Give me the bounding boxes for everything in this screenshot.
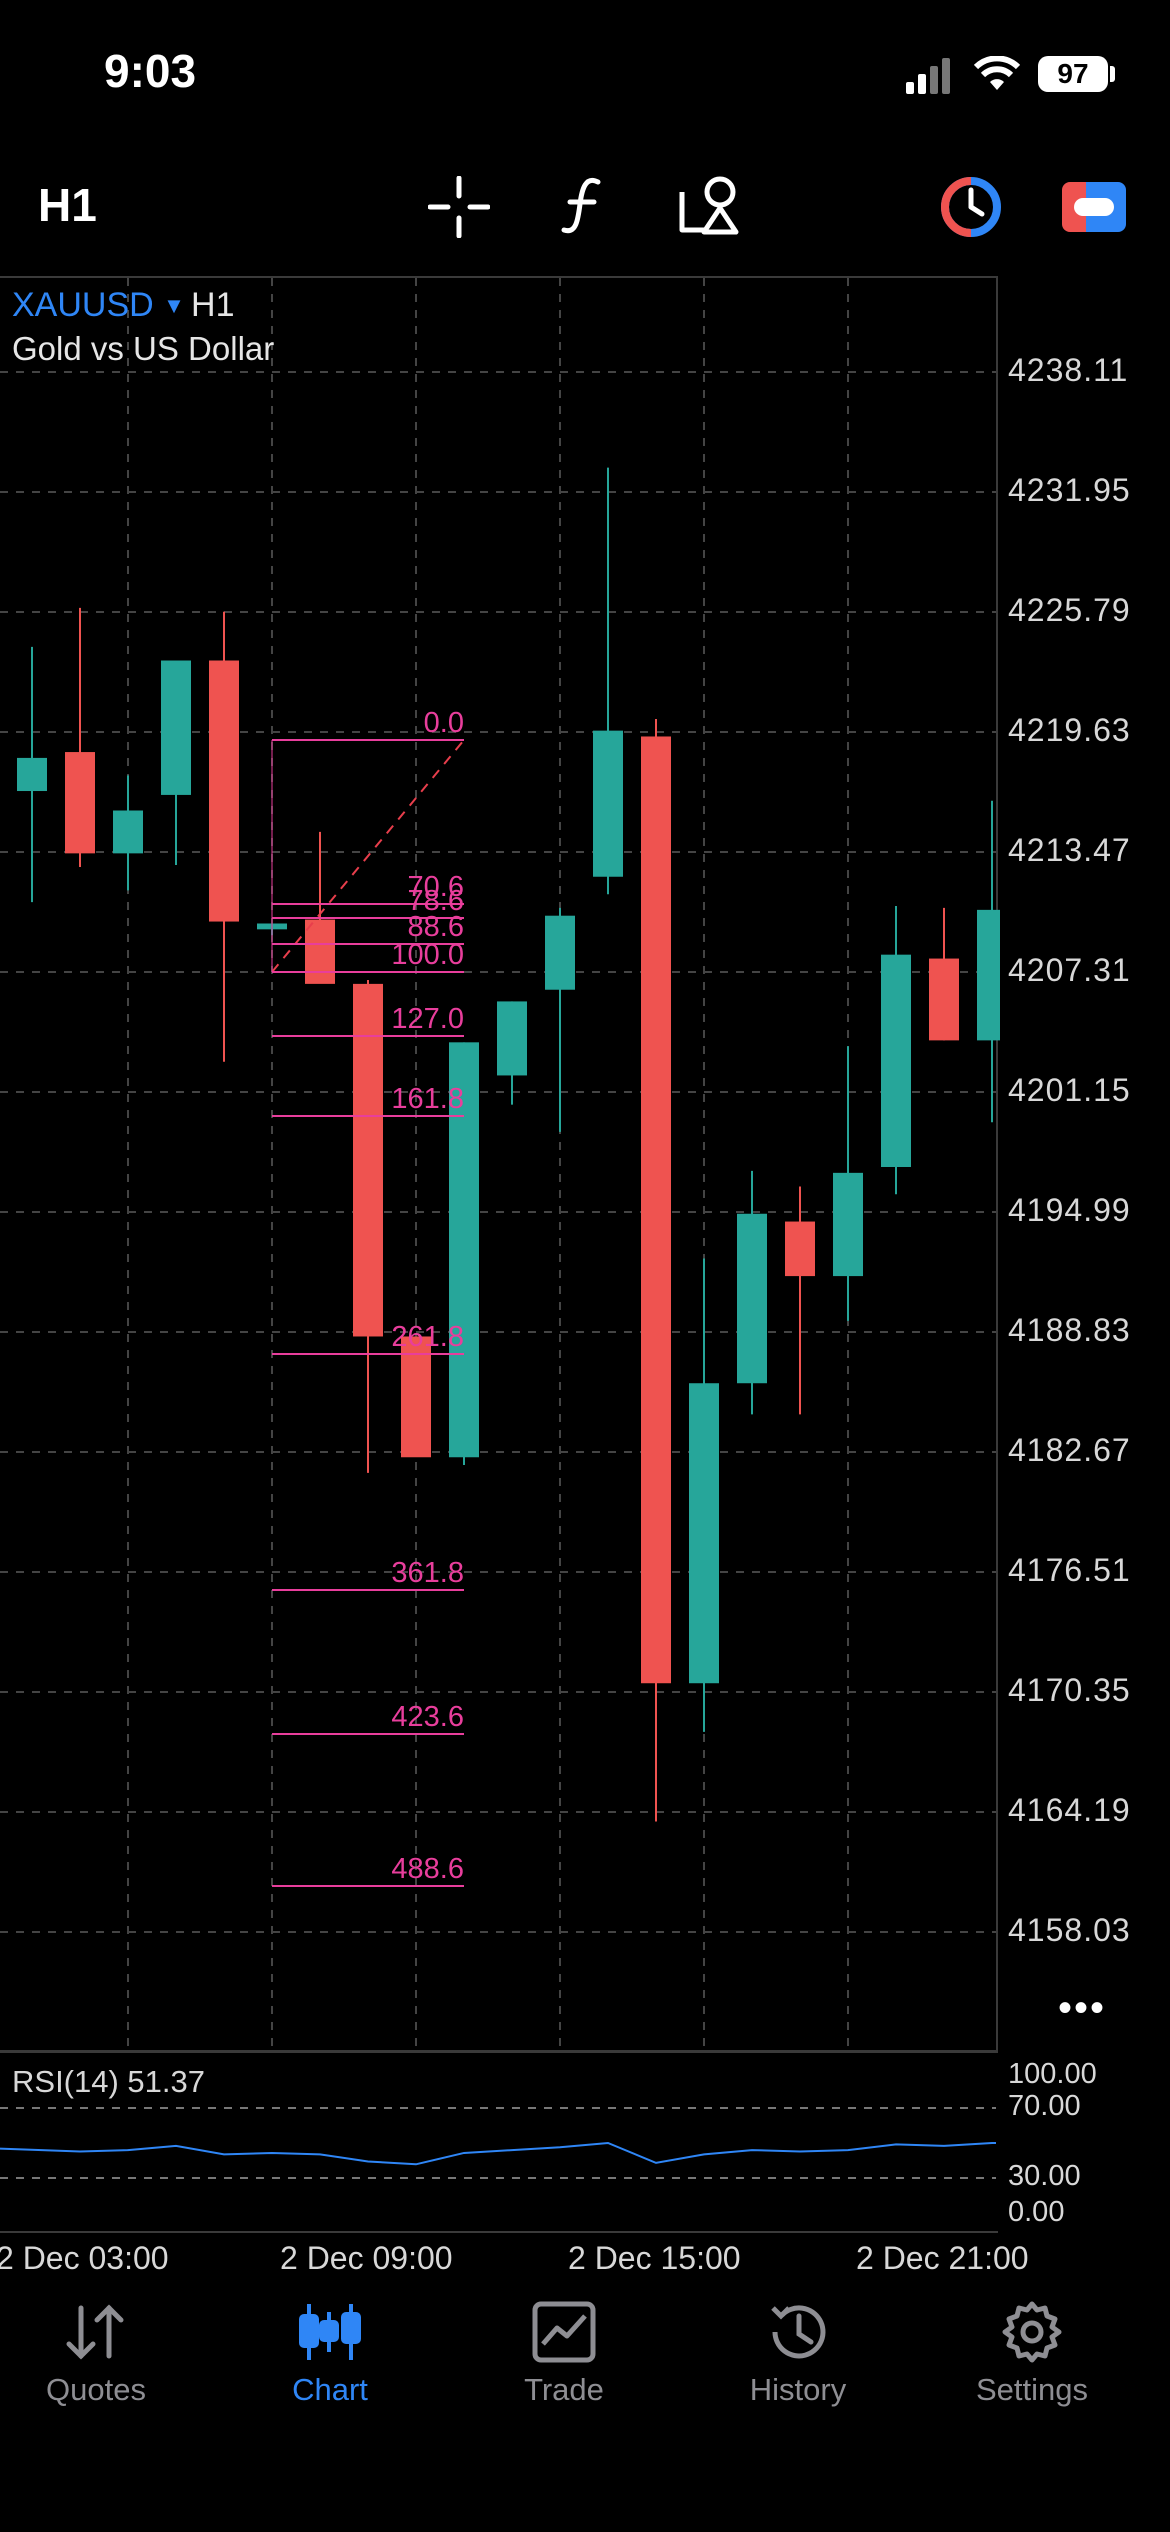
fib-level-label: 127.0: [391, 1003, 464, 1035]
candle-body: [65, 752, 95, 854]
time-axis-label: 2 Dec 21:00: [856, 2240, 1029, 2276]
candle-body: [209, 660, 239, 922]
fib-level-label: 100.0: [391, 939, 464, 971]
battery-tip: [1110, 66, 1115, 82]
candle-body: [881, 954, 911, 1167]
price-axis-label: 4225.79: [1008, 592, 1131, 628]
candle-body: [785, 1221, 815, 1277]
fib-level-label: 488.6: [391, 1853, 464, 1885]
fib-level-label: 0.0: [424, 707, 464, 739]
candle-body: [737, 1213, 767, 1384]
candle-body: [353, 983, 383, 1337]
price-axis-label: 4170.35: [1008, 1672, 1131, 1708]
price-axis-label: 4231.95: [1008, 472, 1131, 508]
price-axis-label: 4188.83: [1008, 1312, 1131, 1348]
chart-icon: [240, 2300, 420, 2364]
candle-body: [497, 1001, 527, 1076]
settings-icon: [942, 2300, 1122, 2364]
price-axis-label: 4182.67: [1008, 1432, 1131, 1468]
tab-settings[interactable]: Settings: [942, 2300, 1122, 2408]
symbol-dropdown-icon[interactable]: ▼: [163, 293, 192, 318]
signal-icon: [906, 58, 950, 94]
more-options-icon[interactable]: •••: [1058, 1986, 1107, 2030]
candle-body: [401, 1336, 431, 1458]
trade-icon: [474, 2300, 654, 2364]
history-icon: [708, 2300, 888, 2364]
candle-body: [833, 1172, 863, 1277]
fib-level-label: 361.8: [391, 1557, 464, 1589]
price-axis-label: 4219.63: [1008, 712, 1131, 748]
fib-level-label: 161.8: [391, 1083, 464, 1115]
candle-body: [977, 909, 1000, 1041]
status-time: 9:03: [104, 45, 197, 97]
tab-label: Chart: [292, 2372, 368, 2407]
trade-panel-icon[interactable]: [1062, 182, 1126, 232]
time-axis-label: 2 Dec 15:00: [568, 2240, 741, 2276]
symbol-name[interactable]: XAUUSD: [12, 286, 154, 324]
price-axis-label: 4164.19: [1008, 1792, 1131, 1828]
candle-body: [161, 660, 191, 795]
fib-level-label: 70.6: [408, 871, 464, 903]
price-axis-label: 4201.15: [1008, 1072, 1131, 1108]
tab-label: History: [749, 2372, 847, 2407]
fib-level-label: 261.8: [391, 1321, 464, 1353]
candle-body: [17, 757, 47, 792]
rsi-line: [0, 2141, 996, 2166]
price-axis-label: 4238.11: [1008, 352, 1129, 388]
tab-chart[interactable]: Chart: [240, 2300, 420, 2408]
candle-body: [113, 810, 143, 854]
indicators-icon[interactable]: [558, 174, 608, 240]
rsi-axis-label: 0.00: [1008, 2196, 1065, 2228]
candle-body: [641, 736, 671, 1684]
battery-indicator: 97: [1038, 56, 1108, 92]
tab-label: Settings: [975, 2372, 1088, 2407]
candle-body: [929, 958, 959, 1041]
rsi-axis-label: 100.00: [1008, 2058, 1097, 2090]
wifi-icon: [974, 56, 1020, 90]
price-axis-label: 4207.31: [1008, 952, 1131, 988]
candle-body: [689, 1383, 719, 1684]
rsi-axis-label: 30.00: [1008, 2160, 1081, 2192]
one-click-trading-icon[interactable]: [940, 176, 1002, 238]
symbol-description: Gold vs US Dollar: [12, 330, 275, 367]
candle-body: [545, 915, 575, 990]
timeframe-button[interactable]: H1: [38, 179, 97, 231]
tab-trade[interactable]: Trade: [474, 2300, 654, 2408]
tab-history[interactable]: History: [708, 2300, 888, 2408]
tab-label: Quotes: [46, 2372, 146, 2407]
time-axis-label: 2 Dec 03:00: [0, 2240, 169, 2276]
tab-label: Trade: [524, 2372, 604, 2407]
tab-quotes[interactable]: Quotes: [6, 2300, 186, 2408]
fib-level-label: 78.6: [408, 885, 464, 917]
price-axis-label: 4194.99: [1008, 1192, 1131, 1228]
rsi-label: RSI(14) 51.37: [12, 2064, 205, 2099]
quotes-icon: [6, 2300, 186, 2364]
symbol-timeframe: H1: [191, 286, 235, 324]
price-axis-label: 4158.03: [1008, 1912, 1131, 1948]
time-axis-label: 2 Dec 09:00: [280, 2240, 453, 2276]
fib-level-label: 423.6: [391, 1701, 464, 1733]
price-axis-label: 4213.47: [1008, 832, 1131, 868]
candle-body: [305, 919, 335, 984]
rsi-axis-label: 70.00: [1008, 2090, 1081, 2122]
price-axis-label: 4176.51: [1008, 1552, 1131, 1588]
fib-trend-line: [271, 739, 465, 973]
symbol-header[interactable]: XAUUSD ▼ H1: [12, 286, 235, 325]
candle-body: [449, 1042, 479, 1458]
objects-icon[interactable]: [676, 174, 742, 236]
fib-level-label: 88.6: [408, 911, 464, 943]
candle-body: [593, 730, 623, 877]
crosshair-icon[interactable]: [428, 176, 490, 238]
